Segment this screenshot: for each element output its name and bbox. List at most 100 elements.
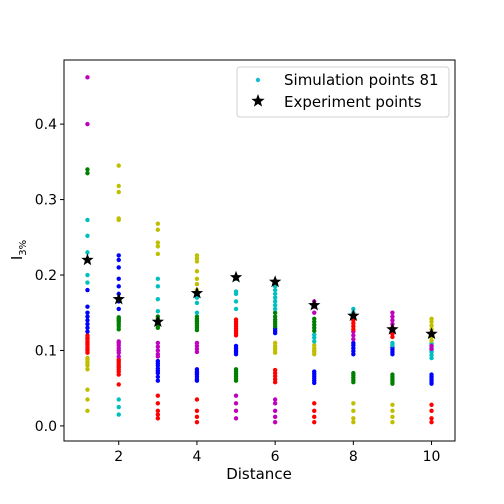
simulation-point xyxy=(390,414,395,420)
simulation-point xyxy=(116,315,121,320)
simulation-point xyxy=(116,339,121,344)
simulation-point xyxy=(194,314,200,319)
simulation-point xyxy=(351,336,356,342)
simulation-point xyxy=(272,401,278,406)
simulation-point xyxy=(390,334,395,340)
simulation-point xyxy=(272,306,278,312)
simulation-point xyxy=(155,344,161,349)
simulation-point xyxy=(85,387,90,392)
simulation-point xyxy=(155,366,161,371)
simulation-point xyxy=(155,374,161,380)
simulation-point xyxy=(272,317,278,322)
simulation-point xyxy=(116,265,121,270)
experiment-point xyxy=(268,275,282,288)
simulation-point xyxy=(272,370,278,376)
simulation-point xyxy=(85,167,90,172)
simulation-point xyxy=(155,251,161,257)
simulation-point xyxy=(429,355,434,361)
simulation-point xyxy=(351,346,356,351)
experiment-point xyxy=(229,270,243,283)
simulation-point xyxy=(194,408,200,414)
simulation-point xyxy=(429,352,434,358)
simulation-point xyxy=(85,355,90,361)
simulation-point xyxy=(194,253,200,258)
simulation-point xyxy=(312,322,317,328)
simulation-point xyxy=(272,314,278,319)
simulation-point xyxy=(85,397,90,402)
simulation-point xyxy=(312,328,317,334)
simulation-point xyxy=(233,306,239,312)
simulation-point xyxy=(194,269,200,274)
experiment-point xyxy=(386,322,399,335)
simulation-point xyxy=(85,170,90,176)
simulation-point xyxy=(429,402,434,407)
simulation-point xyxy=(194,300,200,306)
simulation-point xyxy=(272,299,278,304)
simulation-point xyxy=(85,325,90,331)
simulation-point xyxy=(85,280,90,285)
simulation-point xyxy=(351,352,356,357)
x-tick-label: 10 xyxy=(423,449,441,465)
simulation-point xyxy=(194,367,200,372)
simulation-point xyxy=(116,253,121,258)
simulation-point xyxy=(429,372,434,377)
simulation-point xyxy=(429,343,434,349)
x-tick-label: 8 xyxy=(349,449,358,465)
simulation-point xyxy=(155,378,161,383)
simulation-point xyxy=(312,346,317,351)
simulation-point xyxy=(85,314,90,319)
simulation-point xyxy=(85,321,90,327)
simulation-point xyxy=(155,393,161,398)
simulation-point xyxy=(194,310,200,315)
y-axis-label-main: I xyxy=(8,256,26,260)
simulation-point xyxy=(194,259,200,264)
experiment-point xyxy=(347,309,360,322)
simulation-point xyxy=(272,397,278,402)
simulation-point xyxy=(85,250,90,255)
y-axis-ticks: 0.0 0.1 0.2 0.3 0.4 xyxy=(35,117,64,435)
simulation-point xyxy=(116,354,121,359)
simulation-point xyxy=(155,408,161,414)
simulation-point xyxy=(194,281,200,287)
simulation-point xyxy=(233,299,239,304)
simulation-point xyxy=(272,373,278,379)
simulation-point xyxy=(390,408,395,414)
simulation-point xyxy=(351,370,356,376)
legend-label-simulation: Simulation points 81 xyxy=(284,71,439,89)
x-tick-label: 6 xyxy=(271,449,280,465)
simulation-point xyxy=(85,121,90,127)
simulation-point xyxy=(85,75,90,80)
simulation-point xyxy=(351,327,356,332)
x-axis-label: Distance xyxy=(226,465,292,483)
simulation-point xyxy=(272,367,278,373)
simulation-point xyxy=(312,419,317,425)
simulation-point xyxy=(155,412,161,417)
simulation-point xyxy=(155,309,161,314)
simulation-point xyxy=(233,289,239,294)
simulation-point xyxy=(233,408,239,414)
simulation-point xyxy=(116,412,121,417)
simulation-point xyxy=(272,340,278,346)
plot-area xyxy=(81,75,438,425)
simulation-point xyxy=(194,340,200,346)
simulation-point xyxy=(233,317,239,322)
simulation-point xyxy=(194,419,200,425)
simulation-point xyxy=(429,338,434,343)
simulation-point xyxy=(155,358,161,364)
simulation-point xyxy=(312,401,317,406)
simulation-point xyxy=(85,304,90,309)
y-tick-label: 0.3 xyxy=(35,193,57,209)
simulation-point xyxy=(429,416,434,421)
simulation-point xyxy=(312,335,317,340)
experiment-point xyxy=(151,315,165,328)
simulation-point xyxy=(233,416,239,421)
simulation-point xyxy=(272,291,278,297)
simulation-point xyxy=(194,414,200,420)
simulation-point xyxy=(116,276,121,281)
simulation-point xyxy=(85,310,90,315)
simulation-point xyxy=(429,323,434,328)
simulation-point xyxy=(429,408,434,414)
simulation-point xyxy=(390,419,395,425)
simulation-point xyxy=(155,240,161,245)
simulation-point xyxy=(155,284,161,289)
